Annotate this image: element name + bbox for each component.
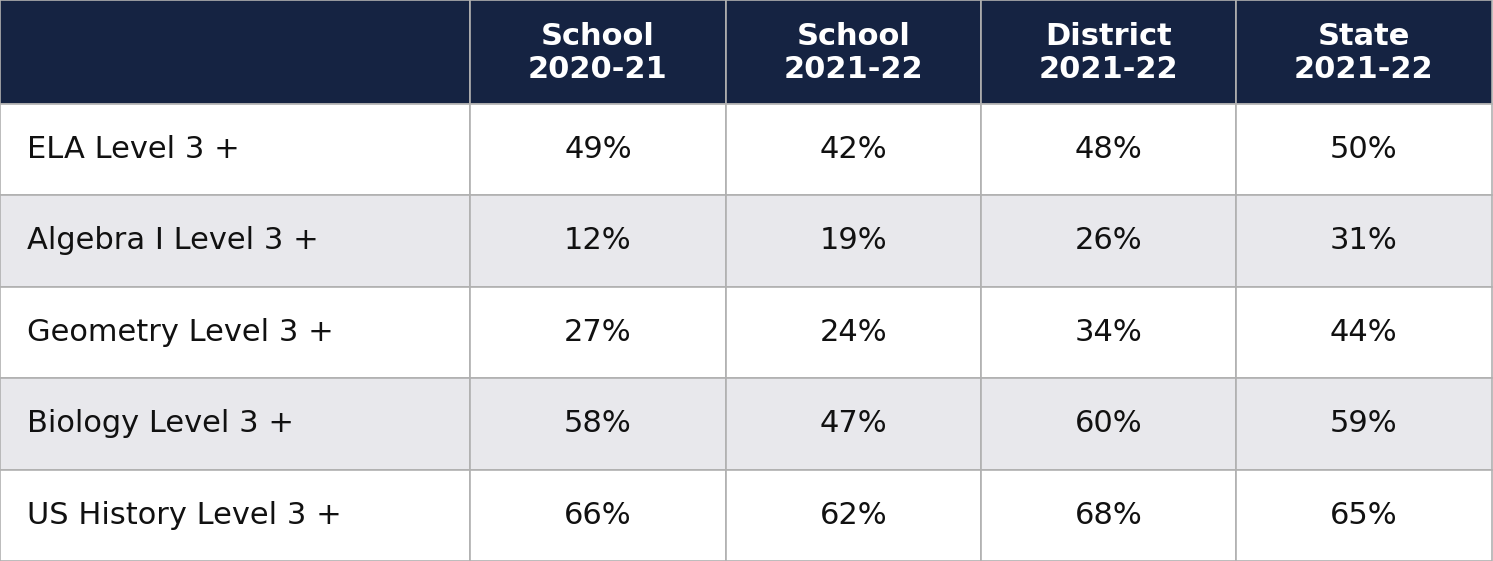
Bar xyxy=(981,287,1236,378)
Bar xyxy=(1236,195,1492,287)
Bar xyxy=(1236,287,1492,378)
Bar xyxy=(726,0,981,104)
Text: School: School xyxy=(796,22,911,50)
Text: 68%: 68% xyxy=(1075,501,1142,530)
Text: Geometry Level 3 +: Geometry Level 3 + xyxy=(27,318,333,347)
Text: 48%: 48% xyxy=(1075,135,1142,164)
Bar xyxy=(981,378,1236,470)
Text: 19%: 19% xyxy=(820,227,887,255)
Text: 50%: 50% xyxy=(1330,135,1397,164)
Bar xyxy=(470,287,726,378)
Bar xyxy=(1236,0,1492,104)
Text: 59%: 59% xyxy=(1330,410,1397,438)
Text: School: School xyxy=(540,22,655,50)
Bar xyxy=(981,195,1236,287)
Bar xyxy=(981,470,1236,561)
Bar xyxy=(981,104,1236,195)
Bar xyxy=(470,104,726,195)
Text: 66%: 66% xyxy=(564,501,632,530)
Bar xyxy=(726,378,981,470)
Text: 2020-21: 2020-21 xyxy=(529,56,667,84)
Text: 62%: 62% xyxy=(820,501,887,530)
Bar xyxy=(981,0,1236,104)
Bar xyxy=(1236,470,1492,561)
Text: US History Level 3 +: US History Level 3 + xyxy=(27,501,342,530)
Bar xyxy=(0,378,470,470)
Text: District: District xyxy=(1045,22,1172,50)
Bar xyxy=(470,470,726,561)
Bar xyxy=(0,470,470,561)
Text: 26%: 26% xyxy=(1075,227,1142,255)
Bar xyxy=(726,104,981,195)
Text: 24%: 24% xyxy=(820,318,887,347)
Text: 27%: 27% xyxy=(564,318,632,347)
Text: Biology Level 3 +: Biology Level 3 + xyxy=(27,410,294,438)
Bar xyxy=(470,0,726,104)
Bar xyxy=(0,195,470,287)
Bar xyxy=(0,287,470,378)
Text: 2021-22: 2021-22 xyxy=(1294,56,1433,84)
Bar xyxy=(726,470,981,561)
Text: 44%: 44% xyxy=(1330,318,1397,347)
Text: 47%: 47% xyxy=(820,410,887,438)
Bar xyxy=(1236,378,1492,470)
Text: 34%: 34% xyxy=(1075,318,1142,347)
Text: 49%: 49% xyxy=(564,135,632,164)
Bar xyxy=(726,287,981,378)
Text: State: State xyxy=(1318,22,1409,50)
Text: 42%: 42% xyxy=(820,135,887,164)
Text: ELA Level 3 +: ELA Level 3 + xyxy=(27,135,239,164)
Bar xyxy=(470,195,726,287)
Text: 12%: 12% xyxy=(564,227,632,255)
Bar xyxy=(0,0,470,104)
Bar xyxy=(0,104,470,195)
Bar xyxy=(1236,104,1492,195)
Text: 65%: 65% xyxy=(1330,501,1397,530)
Text: 60%: 60% xyxy=(1075,410,1142,438)
Bar xyxy=(726,195,981,287)
Text: 2021-22: 2021-22 xyxy=(784,56,923,84)
Text: Algebra I Level 3 +: Algebra I Level 3 + xyxy=(27,227,318,255)
Bar xyxy=(470,378,726,470)
Text: 31%: 31% xyxy=(1330,227,1397,255)
Text: 58%: 58% xyxy=(564,410,632,438)
Text: 2021-22: 2021-22 xyxy=(1039,56,1178,84)
